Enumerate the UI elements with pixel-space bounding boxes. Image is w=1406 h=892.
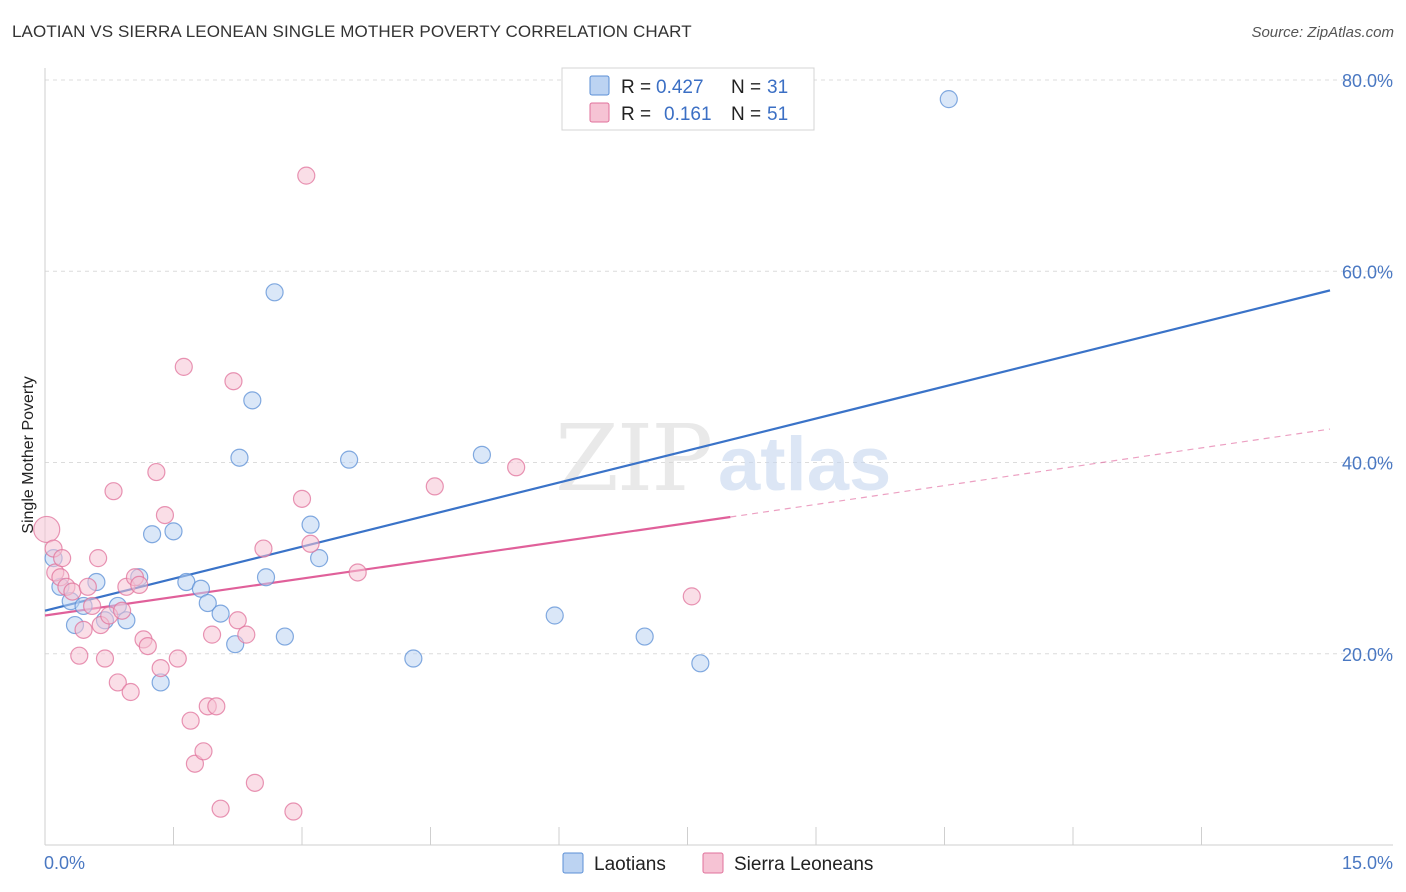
- laotian-point-27: [472, 445, 491, 464]
- sierra-point-15: [104, 482, 123, 501]
- laotian-point-26: [404, 649, 423, 668]
- sierra-point-13: [95, 649, 115, 668]
- sierra-point-42: [292, 489, 312, 508]
- sierra-point-24: [147, 462, 166, 482]
- laotian-point-25: [340, 450, 359, 469]
- sierra-point-44: [301, 534, 320, 553]
- laotian-point-21: [265, 283, 284, 302]
- y-tick-label-80: 80.0%: [1342, 71, 1393, 91]
- sierra-point-19: [121, 682, 140, 702]
- watermark: ZIP atlas: [555, 405, 891, 512]
- laotian-point-12: [164, 522, 183, 541]
- sierra-point-45: [348, 563, 367, 582]
- bottom-legend-swatch-sierra: [702, 852, 724, 874]
- legend-r-value-laotians: 0.427: [656, 77, 704, 98]
- sierra-point-17: [112, 601, 132, 620]
- sierra-point-41: [284, 802, 303, 821]
- laotian-point-18: [230, 448, 249, 467]
- legend-r-value-sierra: 0.161: [664, 104, 712, 125]
- sierra-point-26: [155, 505, 175, 525]
- chart-title: LAOTIAN VS SIERRA LEONEAN SINGLE MOTHER …: [12, 22, 692, 41]
- sierra-point-39: [245, 773, 264, 792]
- laotian-point-24: [310, 549, 329, 568]
- sierra-point-30: [185, 754, 205, 773]
- sierra-point-46: [425, 477, 444, 496]
- series-laotians: [44, 90, 958, 692]
- x-tick-label-min: 0.0%: [44, 853, 85, 873]
- laotian-point-10: [142, 525, 162, 544]
- bottom-legend: Laotians Sierra Leoneans: [562, 852, 873, 875]
- bottom-legend-swatch-laotians: [562, 852, 584, 874]
- legend-swatch-sierra: [589, 102, 610, 123]
- sierra-point-29: [181, 711, 200, 730]
- laotian-point-20: [256, 568, 276, 587]
- sierra-point-37: [228, 611, 247, 630]
- axis-layer: 20.0% 40.0% 60.0% 80.0% 0.0% 15.0%: [44, 68, 1393, 873]
- y-tick-label-40: 40.0%: [1342, 454, 1393, 474]
- sierra-point-27: [168, 649, 187, 668]
- series-sierra-leoneans: [33, 166, 701, 821]
- sierra-point-38: [237, 625, 256, 644]
- sierra-point-36: [224, 372, 243, 391]
- laotian-point-15: [198, 593, 217, 613]
- sierra-point-43: [297, 166, 316, 185]
- laotian-point-29: [635, 627, 654, 646]
- chart-source: Source: ZipAtlas.com: [1251, 24, 1394, 41]
- sierra-point-40: [254, 539, 273, 558]
- y-axis-label: Single Mother Poverty: [20, 376, 37, 533]
- sierra-point-4: [53, 549, 72, 568]
- grid-layer: [45, 79, 1393, 655]
- laotian-point-30: [691, 654, 710, 673]
- sierra-point-10: [83, 596, 102, 616]
- sierra-point-47: [507, 458, 526, 477]
- sierra-point-23: [138, 636, 157, 656]
- x-tick-label-max: 15.0%: [1342, 853, 1393, 873]
- sierra-point-25: [151, 658, 170, 678]
- legend-r-label-sierra: R =: [621, 104, 651, 125]
- sierra-trend-line-extension: [730, 428, 1331, 518]
- sierra-point-0: [33, 515, 61, 544]
- sierra-point-8: [74, 620, 93, 639]
- watermark-zip: ZIP: [555, 405, 711, 512]
- top-legend: R = 0.427 N = 31 R = 0.161 N = 51: [561, 67, 815, 131]
- laotian-trend-line: [44, 289, 1331, 612]
- laotian-point-22: [275, 627, 294, 646]
- laotian-point-31: [939, 90, 958, 109]
- sierra-point-48: [682, 587, 701, 606]
- sierra-point-16: [108, 673, 127, 692]
- sierra-point-34: [207, 697, 226, 716]
- laotian-point-28: [545, 606, 564, 625]
- trend-layer: [44, 289, 1331, 617]
- sierra-point-9: [78, 577, 97, 596]
- points-layer: [33, 90, 958, 821]
- sierra-point-28: [174, 357, 193, 376]
- sierra-point-35: [211, 799, 230, 818]
- laotian-point-19: [243, 391, 262, 410]
- sierra-trend-line: [44, 515, 731, 617]
- bottom-legend-label-sierra: Sierra Leoneans: [734, 854, 873, 875]
- y-tick-label-60: 60.0%: [1342, 262, 1393, 282]
- legend-n-value-laotians: 31: [767, 77, 788, 98]
- watermark-atlas: atlas: [718, 422, 891, 507]
- sierra-point-31: [194, 742, 213, 761]
- laotian-point-16: [211, 604, 230, 623]
- y-tick-label-20: 20.0%: [1342, 645, 1393, 665]
- sierra-point-33: [202, 625, 222, 644]
- legend-r-label-laotians: R =: [621, 77, 651, 98]
- legend-n-label-sierra: N =: [731, 104, 761, 125]
- legend-n-value-sierra: 51: [767, 104, 788, 125]
- sierra-point-7: [70, 646, 89, 665]
- laotian-point-23: [301, 515, 320, 534]
- sierra-point-21: [130, 575, 149, 595]
- legend-n-label-laotians: N =: [731, 77, 761, 98]
- sierra-point-6: [63, 582, 82, 601]
- legend-swatch-laotians: [589, 75, 610, 96]
- sierra-point-11: [89, 549, 108, 568]
- bottom-legend-label-laotians: Laotians: [594, 854, 666, 875]
